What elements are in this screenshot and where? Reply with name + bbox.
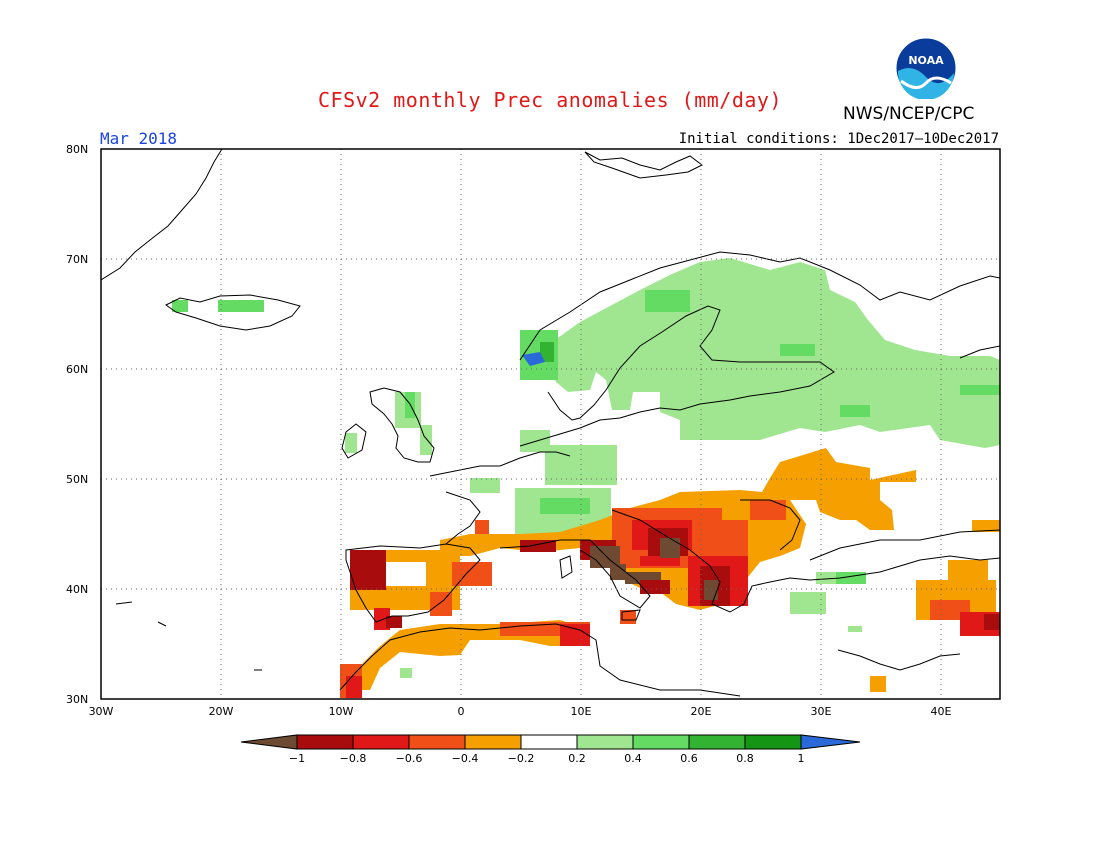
- initial-conditions: Initial conditions: 1Dec2017–10Dec2017: [678, 131, 999, 147]
- noaa-logo: NOAA: [895, 37, 957, 99]
- svalbard-coast: [584, 151, 703, 179]
- coastlines: [115, 251, 1000, 697]
- forecast-period: Mar 2018: [100, 129, 178, 148]
- colorbar-max-arrow: [800, 734, 861, 750]
- colorbar-tick-label: 1: [797, 752, 805, 765]
- map-title: CFSv2 monthly Prec anomalies (mm/day): [317, 88, 783, 112]
- lon-label-30e: 30E: [810, 705, 832, 718]
- colorbar-segment: [520, 734, 578, 750]
- lon-label-20w: 20W: [208, 705, 234, 718]
- colorbar-min-arrow: [240, 734, 298, 750]
- lat-label-40n: 40N: [66, 583, 89, 596]
- lat-label-70n: 70N: [66, 253, 89, 266]
- colorbar-segment: [744, 734, 802, 750]
- colorbar-segment: [352, 734, 410, 750]
- colorbar-segment: [632, 734, 690, 750]
- lon-label-40e: 40E: [930, 705, 952, 718]
- colorbar-tick-label: 0.6: [680, 752, 698, 765]
- logo-text: NOAA: [908, 54, 944, 67]
- lon-label-30w: 30W: [88, 705, 114, 718]
- lon-label-0: 0: [457, 705, 465, 718]
- colorbar-tick-label: 0.4: [624, 752, 642, 765]
- iceland-coast: [165, 294, 301, 331]
- anomaly-fields: [101, 149, 1000, 698]
- lat-label-60n: 60N: [66, 363, 89, 376]
- lat-label-30n: 30N: [66, 693, 89, 706]
- colorbar-segment: [576, 734, 634, 750]
- colorbar-tick-label: −0.6: [395, 752, 423, 765]
- colorbar-tick-label: −0.2: [507, 752, 535, 765]
- lat-label-80n: 80N: [66, 143, 89, 156]
- colorbar-tick-label: −1: [288, 752, 306, 765]
- colorbar-tick-label: −0.8: [339, 752, 367, 765]
- colorbar-tick-label: −0.4: [451, 752, 479, 765]
- lon-label-20e: 20E: [690, 705, 712, 718]
- colorbar-tick-label: 0.8: [736, 752, 754, 765]
- greenland-coast: [101, 149, 223, 281]
- map-frame: [100, 148, 1001, 700]
- lat-label-50n: 50N: [66, 473, 89, 486]
- colorbar-segment: [296, 734, 354, 750]
- lon-label-10e: 10E: [570, 705, 592, 718]
- organization-label: NWS/NCEP/CPC: [843, 104, 975, 124]
- colorbar-segment: [688, 734, 746, 750]
- gridlines: [101, 149, 1000, 699]
- colorbar-segment: [464, 734, 522, 750]
- colorbar-segment: [408, 734, 466, 750]
- lon-label-10w: 10W: [328, 705, 354, 718]
- colorbar-tick-label: 0.2: [568, 752, 586, 765]
